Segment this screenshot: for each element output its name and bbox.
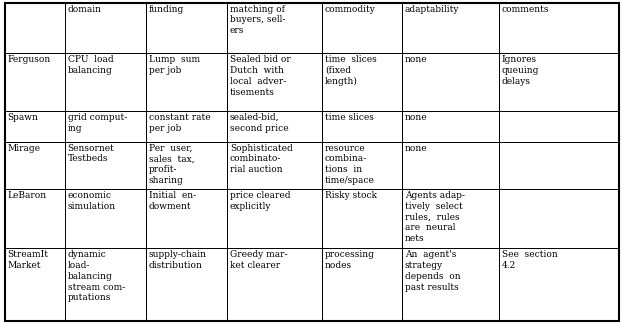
Bar bbox=[5, 111, 65, 142]
Text: time  slices
(fixed
length): time slices (fixed length) bbox=[325, 55, 377, 86]
Text: adaptability: adaptability bbox=[405, 5, 459, 14]
Bar bbox=[146, 3, 227, 53]
Text: dynamic
load-
balancing
stream com-
putations: dynamic load- balancing stream com- puta… bbox=[67, 250, 125, 302]
Bar bbox=[323, 142, 402, 189]
Text: Risky stock: Risky stock bbox=[325, 191, 377, 200]
Text: sealed-bid,
second price: sealed-bid, second price bbox=[230, 113, 288, 133]
Text: price cleared
explicitly: price cleared explicitly bbox=[230, 191, 290, 211]
Text: grid comput-
ing: grid comput- ing bbox=[67, 113, 127, 133]
Text: Mirage: Mirage bbox=[7, 144, 41, 153]
Bar bbox=[323, 249, 402, 321]
Bar bbox=[146, 142, 227, 189]
Text: funding: funding bbox=[149, 5, 184, 14]
Text: constant rate
per job: constant rate per job bbox=[149, 113, 210, 133]
Bar bbox=[499, 53, 619, 111]
Bar bbox=[227, 111, 323, 142]
Bar bbox=[402, 189, 499, 249]
Bar bbox=[323, 111, 402, 142]
Bar bbox=[499, 249, 619, 321]
Bar bbox=[227, 142, 323, 189]
Bar bbox=[402, 249, 499, 321]
Bar bbox=[499, 142, 619, 189]
Text: CPU  load
balancing: CPU load balancing bbox=[67, 55, 114, 75]
Bar bbox=[323, 53, 402, 111]
Bar bbox=[227, 249, 323, 321]
Bar bbox=[65, 111, 146, 142]
Bar bbox=[65, 249, 146, 321]
Bar bbox=[146, 111, 227, 142]
Text: resource
combina-
tions  in
time/space: resource combina- tions in time/space bbox=[325, 144, 375, 185]
Bar bbox=[5, 3, 65, 53]
Bar bbox=[499, 3, 619, 53]
Bar bbox=[402, 53, 499, 111]
Bar bbox=[146, 189, 227, 249]
Text: LeBaron: LeBaron bbox=[7, 191, 47, 200]
Bar bbox=[65, 3, 146, 53]
Text: commodity: commodity bbox=[325, 5, 376, 14]
Text: processing
nodes: processing nodes bbox=[325, 250, 375, 270]
Text: comments: comments bbox=[502, 5, 549, 14]
Text: Lump  sum
per job: Lump sum per job bbox=[149, 55, 200, 75]
Bar bbox=[65, 53, 146, 111]
Bar bbox=[323, 189, 402, 249]
Text: Greedy mar-
ket clearer: Greedy mar- ket clearer bbox=[230, 250, 287, 270]
Text: Spawn: Spawn bbox=[7, 113, 38, 122]
Bar bbox=[402, 111, 499, 142]
Bar bbox=[5, 249, 65, 321]
Text: StreamIt
Market: StreamIt Market bbox=[7, 250, 49, 270]
Text: economic
simulation: economic simulation bbox=[67, 191, 116, 211]
Text: Initial  en-
dowment: Initial en- dowment bbox=[149, 191, 196, 211]
Bar bbox=[146, 249, 227, 321]
Text: domain: domain bbox=[67, 5, 102, 14]
Bar bbox=[402, 3, 499, 53]
Bar bbox=[5, 142, 65, 189]
Text: Sensornet
Testbeds: Sensornet Testbeds bbox=[67, 144, 115, 164]
Bar bbox=[402, 142, 499, 189]
Bar bbox=[499, 111, 619, 142]
Bar bbox=[65, 189, 146, 249]
Bar bbox=[5, 53, 65, 111]
Text: Ignores
queuing
delays: Ignores queuing delays bbox=[502, 55, 539, 86]
Text: none: none bbox=[405, 144, 427, 153]
Text: An  agent's
strategy
depends  on
past results: An agent's strategy depends on past resu… bbox=[405, 250, 461, 292]
Text: Agents adap-
tively  select
rules,  rules
are  neural
nets: Agents adap- tively select rules, rules … bbox=[405, 191, 465, 243]
Text: See  section
4.2: See section 4.2 bbox=[502, 250, 557, 270]
Text: none: none bbox=[405, 55, 427, 64]
Bar bbox=[499, 189, 619, 249]
Text: Sophisticated
combinato-
rial auction: Sophisticated combinato- rial auction bbox=[230, 144, 293, 174]
Text: Ferguson: Ferguson bbox=[7, 55, 51, 64]
Text: supply-chain
distribution: supply-chain distribution bbox=[149, 250, 207, 270]
Bar bbox=[227, 189, 323, 249]
Text: Sealed bid or
Dutch  with
local  adver-
tisements: Sealed bid or Dutch with local adver- ti… bbox=[230, 55, 291, 97]
Text: none: none bbox=[405, 113, 427, 122]
Bar bbox=[227, 53, 323, 111]
Text: matching of
buyers, sell-
ers: matching of buyers, sell- ers bbox=[230, 5, 285, 35]
Bar bbox=[323, 3, 402, 53]
Text: time slices: time slices bbox=[325, 113, 374, 122]
Bar bbox=[65, 142, 146, 189]
Bar bbox=[227, 3, 323, 53]
Text: Per  user,
sales  tax,
profit-
sharing: Per user, sales tax, profit- sharing bbox=[149, 144, 194, 185]
Bar bbox=[146, 53, 227, 111]
Bar bbox=[5, 189, 65, 249]
